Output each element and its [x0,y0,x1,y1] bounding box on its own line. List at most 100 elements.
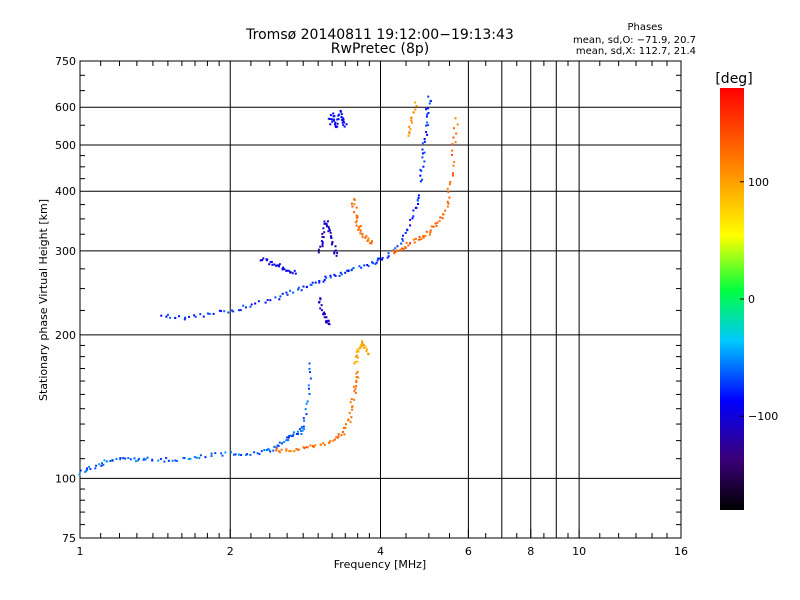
data-point [356,360,359,363]
data-point [337,433,340,436]
data-point [334,121,337,124]
data-point [273,445,276,448]
data-point [356,370,359,373]
y-tick-label: 100 [55,472,76,485]
data-point [323,316,326,319]
data-point [329,276,332,279]
data-point [409,242,411,245]
data-point [270,261,273,264]
data-point [332,439,335,442]
data-point [367,353,370,356]
data-point [224,451,227,454]
data-point [355,381,358,383]
data-point [334,249,337,252]
data-point [309,371,311,374]
data-point [407,244,410,247]
data-point [374,263,377,266]
data-point [283,268,286,271]
x-axis-ticks: 1 2 4 6 8 10 16 [77,61,688,558]
data-point [169,316,172,319]
data-point [281,292,284,295]
x-tick-label: 6 [465,545,472,558]
data-point [94,467,97,470]
data-point [343,433,346,436]
data-point [317,251,320,254]
data-point [291,272,294,275]
data-point [163,460,166,463]
x-tick-label: 8 [527,545,534,558]
data-point [434,222,437,225]
data-point [288,450,291,453]
data-point [295,448,298,450]
data-point [430,225,433,228]
data-point [407,134,410,137]
data-point [300,289,303,292]
data-point [86,467,89,470]
data-point [422,165,425,168]
data-point [310,284,313,286]
data-point [425,108,427,111]
data-point [133,457,136,460]
data-point [352,385,355,388]
y-tick-label: 600 [55,101,76,114]
colorbar-tick-label: 100 [748,176,769,189]
data-point [354,387,357,390]
data-point [336,122,339,125]
data-point [305,286,308,289]
data-point [350,269,353,272]
data-point [353,198,356,201]
data-point [322,313,325,316]
data-point [341,117,344,120]
data-point [296,433,299,435]
data-point [401,239,404,242]
data-point [174,316,177,319]
data-point [353,362,356,365]
data-point [423,151,426,154]
data-point [334,274,337,277]
data-point [435,224,438,227]
data-point [292,433,295,436]
data-point [453,161,456,164]
data-point [319,307,322,310]
data-point [408,125,411,128]
data-point [417,238,420,241]
data-point [328,323,331,326]
data-point [294,272,297,275]
data-point [328,442,331,444]
data-point [109,460,112,462]
data-point [338,274,341,277]
chart-subtitle: RwPretec (8p) [331,41,429,57]
data-point [414,206,417,209]
data-point [366,348,368,351]
data-point [238,309,240,312]
data-point [183,457,186,460]
x-tick-label: 2 [227,545,234,558]
data-point [438,220,441,222]
data-point [285,449,288,452]
data-point [451,143,454,146]
data-point [442,213,444,216]
data-point [330,243,333,246]
data-point [286,436,289,439]
data-point [319,245,322,248]
data-point [334,245,337,248]
data-point [333,273,336,276]
data-point [281,442,283,445]
y-tick-label: 750 [55,55,76,68]
data-point [303,428,306,431]
data-point [308,367,311,370]
data-point [354,391,357,394]
data-point [448,183,451,186]
colorbar-label: [deg] [715,71,752,87]
data-point [317,248,320,251]
data-point [329,114,332,117]
data-point [330,235,332,238]
data-point [425,131,428,134]
data-point [358,265,361,268]
data-point [412,215,415,218]
data-point [355,216,358,219]
data-point [336,251,339,254]
data-point [244,306,247,309]
data-point [428,233,431,236]
data-point [421,178,424,181]
